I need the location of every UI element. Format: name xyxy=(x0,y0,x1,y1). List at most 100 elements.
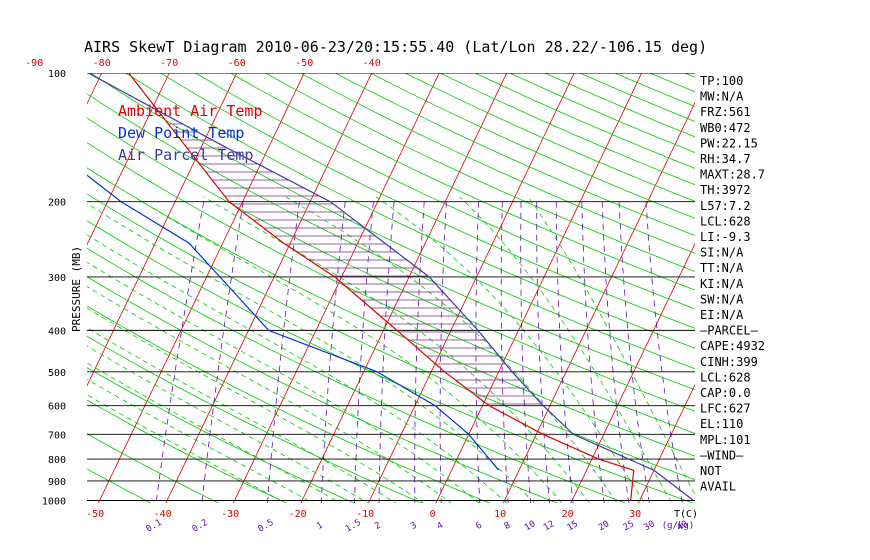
dry-adiabat xyxy=(194,73,695,310)
cape-hatching xyxy=(168,123,542,405)
moist-adiabat xyxy=(459,196,673,503)
moist-adiabat xyxy=(87,362,341,503)
dry-adiabat xyxy=(87,433,220,503)
ambient-temp-curve xyxy=(128,73,635,501)
stat-item: KI:N/A xyxy=(700,277,744,291)
dry-adiabat xyxy=(264,73,695,272)
stat-item: PW:22.15 xyxy=(700,136,758,150)
mixing-ratio-tick-label: 1.5 xyxy=(344,518,363,535)
moist-adiabat xyxy=(203,196,591,503)
pressure-tick-label: 600 xyxy=(48,402,66,413)
mixing-ratio-tick-label: 0.1 xyxy=(145,518,164,535)
bottom-temp-tick-label: 10 xyxy=(494,509,506,520)
top-temp-tick-label: -50 xyxy=(295,58,313,69)
isotherm-line xyxy=(502,101,695,503)
mixing-ratio-tick-label: 25 xyxy=(622,519,636,533)
moist-adiabat xyxy=(87,285,452,503)
dry-adiabat xyxy=(87,220,694,503)
bottom-temp-tick-label: -30 xyxy=(221,509,239,520)
bottom-temp-tick-label: -20 xyxy=(289,509,307,520)
pressure-tick-label: 500 xyxy=(48,368,66,379)
chart-title: AIRS SkewT Diagram 2010-06-23/20:15:55.4… xyxy=(84,38,707,56)
top-temp-tick-label: -70 xyxy=(160,58,178,69)
isotherm-line xyxy=(300,73,508,503)
stat-item: MAXT:28.7 xyxy=(700,168,765,182)
dry-adiabat xyxy=(369,73,695,219)
stat-item: MW:N/A xyxy=(700,90,744,104)
mixing-ratio-line xyxy=(201,201,244,503)
stat-item: CAPE:4932 xyxy=(700,339,765,353)
mixing-ratio-line xyxy=(439,201,447,503)
pressure-tick-label: 100 xyxy=(48,69,66,80)
mixing-ratio-line xyxy=(581,201,605,503)
pressure-tick-label: 300 xyxy=(48,273,66,284)
mixing-ratio-tick-label: 1 xyxy=(315,521,325,532)
stat-item: SW:N/A xyxy=(700,292,744,306)
dry-adiabat xyxy=(87,167,695,457)
mixing-ratio-tick-label: 2 xyxy=(373,521,383,532)
dry-adiabat xyxy=(87,247,627,503)
mixing-ratio-tick-label: 0.2 xyxy=(191,518,210,535)
dry-adiabat xyxy=(229,73,695,291)
dry-adiabat xyxy=(124,73,695,349)
mixing-ratio-line xyxy=(618,201,650,503)
bottom-temp-tick-label: 20 xyxy=(562,509,574,520)
mixing-ratio-line xyxy=(475,201,481,503)
dry-adiabat xyxy=(87,468,152,503)
stat-item: NOT xyxy=(700,464,722,478)
legend-dewpoint: Dew Point Temp xyxy=(118,124,244,142)
mixing-ratio-tick-label: 15 xyxy=(566,519,580,533)
mixing-ratio-line xyxy=(601,201,630,503)
stat-item: LCL:628 xyxy=(700,370,751,384)
stat-item: AVAIL xyxy=(700,480,736,494)
mixing-ratio-line xyxy=(354,201,374,503)
temp-unit-label: T(C) xyxy=(674,509,698,520)
bottom-temp-tick-label: 0 xyxy=(430,509,436,520)
pressure-tick-label: 700 xyxy=(48,430,66,441)
stat-item: —PARCEL— xyxy=(700,324,759,338)
moist-adiabat xyxy=(87,345,369,503)
mixing-ratio-line xyxy=(536,201,550,503)
legend-parcel: Air Parcel Temp xyxy=(118,146,253,164)
mixing-ratio-line xyxy=(414,201,425,503)
mixing-ratio-line xyxy=(267,201,300,503)
pressure-tick-label: 400 xyxy=(48,326,66,337)
stat-item: TT:N/A xyxy=(700,261,744,275)
stat-item: —WIND— xyxy=(700,448,744,462)
stat-item: TH:3972 xyxy=(700,183,751,197)
moist-adiabat xyxy=(134,196,563,503)
legend-ambient: Ambient Air Temp xyxy=(118,102,263,120)
isotherm-line xyxy=(435,73,643,503)
dry-adiabat xyxy=(87,399,288,503)
moist-adiabat xyxy=(87,394,287,503)
bottom-temp-tick-label: -40 xyxy=(154,509,172,520)
mixing-ratio-unit-label: (g/kg) xyxy=(662,521,695,531)
moist-adiabat xyxy=(87,261,480,503)
stat-item: TP:100 xyxy=(700,74,743,88)
dry-adiabat xyxy=(87,142,695,434)
pressure-tick-label: 800 xyxy=(48,455,66,466)
dry-adiabat xyxy=(87,193,695,481)
mixing-ratio-line xyxy=(155,201,205,503)
pressure-tick-label: 900 xyxy=(48,477,66,488)
mixing-ratio-tick-label: 8 xyxy=(503,521,513,532)
mixing-ratio-line xyxy=(500,201,509,503)
moist-adiabat xyxy=(375,196,645,503)
stat-item: FRZ:561 xyxy=(700,105,751,119)
top-temp-tick-label: -60 xyxy=(228,58,246,69)
mixing-ratio-line xyxy=(378,201,395,503)
dry-adiabat xyxy=(87,335,423,503)
isotherm-line xyxy=(0,53,44,509)
mixing-ratio-line xyxy=(555,201,574,503)
stat-item: LI:-9.3 xyxy=(700,230,751,244)
mixing-ratio-line xyxy=(520,201,532,503)
dry-adiabat xyxy=(87,117,695,412)
legend: Ambient Air Temp Dew Point Temp Air Parc… xyxy=(118,102,263,164)
top-temp-tick-label: -90 xyxy=(25,58,43,69)
isotherm-line xyxy=(165,73,373,503)
dry-adiabat xyxy=(159,73,695,329)
stat-item: MPL:101 xyxy=(700,433,751,447)
mixing-ratio-tick-label: 4 xyxy=(436,521,446,532)
